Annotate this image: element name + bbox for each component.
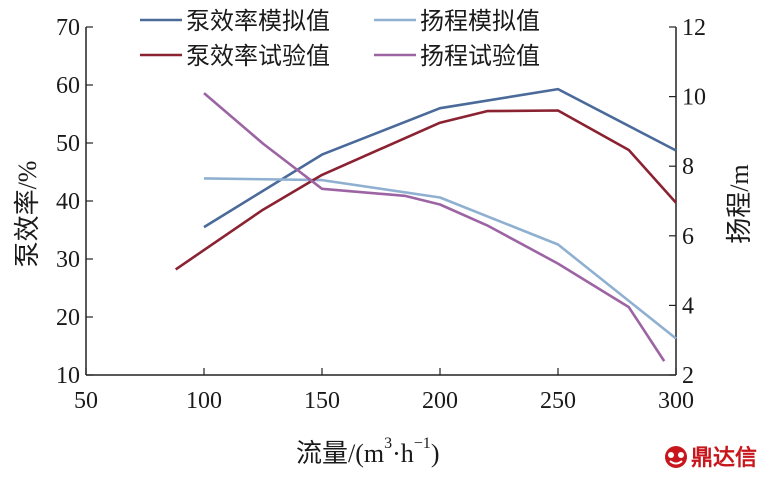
series-line-2 [203, 177, 677, 340]
y-right-tick-label: 6 [682, 224, 694, 250]
legend-label: 扬程模拟值 [420, 8, 540, 35]
y-left-axis-label: 泵效率/% [13, 161, 42, 268]
y-right-tick-label: 12 [682, 15, 706, 41]
x-tick-label: 300 [658, 388, 694, 414]
y-right-axis-label: 扬程/m [725, 164, 754, 243]
series-line-3 [174, 109, 677, 271]
legend-item-2: 扬程模拟值 [374, 8, 540, 35]
legend-item-1: 泵效率模拟值 [140, 8, 330, 35]
ticks-layer: 50 100 150 200 250 300 10 20 30 40 50 60 70 2 4 6 8 10 12 [56, 15, 706, 414]
x-tick-label: 100 [186, 388, 222, 414]
x-tick-label: 250 [540, 388, 576, 414]
y-right-tick-label: 10 [682, 85, 706, 111]
axes [85, 27, 677, 376]
y-right-tick-label: 2 [682, 363, 694, 389]
x-tick-label: 150 [304, 388, 340, 414]
legend-label: 泵效率试验值 [186, 43, 330, 70]
legend-label: 泵效率模拟值 [186, 8, 330, 35]
watermark: 鼎达信 [665, 445, 757, 470]
series-line-1 [203, 87, 677, 229]
legend-item-3: 泵效率试验值 [140, 43, 330, 70]
watermark-text: 鼎达信 [691, 445, 757, 470]
x-tick-label: 50 [74, 388, 98, 414]
y-left-tick-label: 20 [56, 305, 80, 331]
x-axis-label: 流量/(m3·h−1) [296, 435, 439, 468]
y-left-tick-label: 40 [56, 189, 80, 215]
y-left-tick-label: 10 [56, 363, 80, 389]
series-layer [174, 87, 677, 362]
y-left-tick-label: 70 [56, 15, 80, 41]
x-tick-label: 200 [422, 388, 458, 414]
y-left-tick-label: 60 [56, 73, 80, 99]
y-right-tick-label: 8 [682, 154, 694, 180]
series-line-4 [203, 92, 666, 362]
y-left-tick-label: 50 [56, 131, 80, 157]
legend-label: 扬程试验值 [420, 43, 540, 70]
logo-icon [665, 446, 687, 468]
legend-item-4: 扬程试验值 [374, 43, 540, 70]
y-left-tick-label: 30 [56, 247, 80, 273]
y-right-tick-label: 4 [682, 293, 694, 319]
